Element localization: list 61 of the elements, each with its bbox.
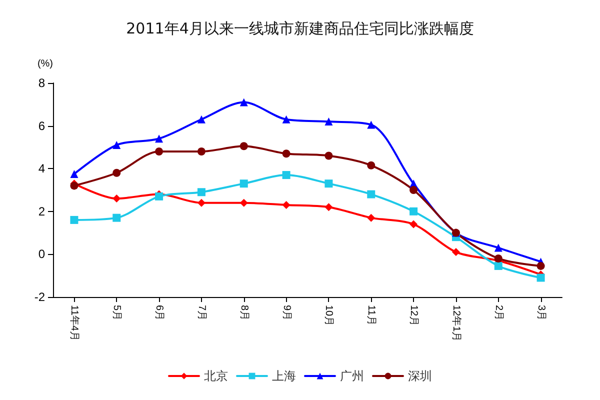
point bbox=[410, 220, 418, 228]
legend-label: 北京 bbox=[204, 369, 228, 383]
point bbox=[536, 262, 545, 270]
x-tick-label: 2月 bbox=[492, 305, 504, 321]
x-tick-label: 11年4月 bbox=[68, 305, 81, 341]
x-tick-label: 12年1月 bbox=[450, 305, 462, 342]
point bbox=[155, 147, 164, 156]
chart-title: 2011年4月以来一线城市新建商品住宅同比涨跌幅度 bbox=[126, 20, 474, 38]
point bbox=[494, 262, 502, 270]
y-tick-label: -2 bbox=[34, 290, 46, 304]
point bbox=[494, 244, 502, 252]
point bbox=[494, 254, 502, 262]
y-tick-label: 0 bbox=[38, 247, 46, 262]
y-axis-title: (%) bbox=[37, 58, 53, 70]
x-tick-label: 10月 bbox=[323, 305, 334, 326]
point bbox=[324, 180, 333, 188]
x-tick-label: 8月 bbox=[238, 305, 250, 321]
point bbox=[282, 171, 290, 180]
point bbox=[112, 214, 121, 222]
point bbox=[70, 170, 78, 178]
point bbox=[367, 161, 376, 170]
x-tick-label: 3月 bbox=[535, 305, 546, 321]
point bbox=[367, 214, 376, 222]
y-tick-label: 6 bbox=[38, 118, 46, 133]
x-tick-label: 9月 bbox=[280, 305, 292, 321]
point bbox=[240, 142, 248, 150]
point bbox=[197, 198, 206, 207]
y-tick-label: 8 bbox=[38, 76, 46, 90]
point bbox=[240, 180, 248, 188]
point bbox=[324, 203, 333, 212]
point bbox=[282, 150, 290, 158]
point bbox=[197, 115, 206, 124]
legend-label: 广州 bbox=[340, 369, 364, 383]
point bbox=[324, 118, 333, 126]
point bbox=[324, 152, 333, 160]
y-tick-label: 2 bbox=[38, 204, 46, 218]
point bbox=[536, 274, 545, 282]
point bbox=[367, 120, 376, 129]
x-tick-label: 6月 bbox=[154, 305, 165, 321]
point bbox=[70, 216, 78, 224]
point bbox=[112, 194, 121, 203]
point bbox=[367, 190, 376, 198]
point bbox=[155, 134, 164, 143]
point bbox=[197, 188, 206, 196]
x-tick-label: 11月 bbox=[366, 305, 377, 326]
legend-label: 上海 bbox=[272, 369, 296, 383]
point bbox=[410, 186, 418, 194]
point bbox=[452, 248, 460, 256]
legend-label: 深圳 bbox=[408, 369, 432, 383]
point bbox=[240, 198, 248, 207]
x-tick-label: 7月 bbox=[196, 305, 207, 321]
point bbox=[282, 115, 290, 124]
point bbox=[112, 141, 121, 150]
y-tick-label: 4 bbox=[38, 162, 46, 176]
point bbox=[410, 207, 418, 216]
point bbox=[197, 147, 206, 156]
x-tick-label: 12月 bbox=[408, 305, 420, 326]
point bbox=[240, 98, 248, 106]
x-tick-label: 5月 bbox=[111, 305, 122, 321]
point bbox=[112, 168, 121, 177]
point bbox=[282, 200, 290, 209]
